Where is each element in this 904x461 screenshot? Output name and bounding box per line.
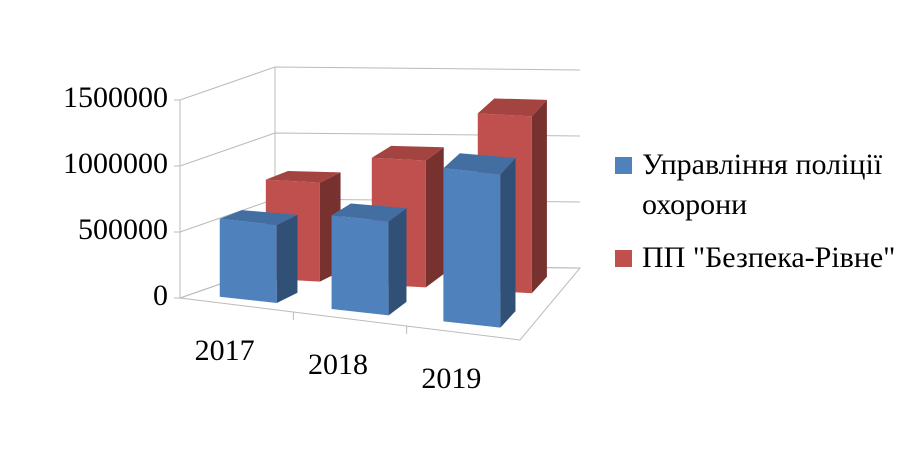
grid-line <box>179 66 581 101</box>
bar-top <box>265 170 341 183</box>
bar <box>443 153 516 328</box>
legend-swatch <box>615 157 632 174</box>
legend-item: Управління поліції охорони <box>615 145 900 225</box>
legend-label: Управління поліції охорони <box>642 148 883 221</box>
x-tick-label: 2018 <box>308 348 368 381</box>
legend-swatch <box>615 250 632 267</box>
x-tick-label: 2017 <box>195 334 255 367</box>
y-tick-label: 1000000 <box>63 147 168 180</box>
bar-top <box>443 153 516 175</box>
bar <box>219 210 298 304</box>
bar-side <box>531 99 547 294</box>
y-tick-label: 0 <box>153 279 168 312</box>
bar-top <box>477 98 547 117</box>
bar-front <box>443 168 501 328</box>
bar <box>331 203 407 316</box>
y-tick-label: 1500000 <box>63 81 168 114</box>
bar-side <box>500 157 516 328</box>
legend-label: ПП "Безпека-Рівне" <box>642 241 896 274</box>
bar-side <box>276 214 298 304</box>
bar-front <box>219 218 277 304</box>
bar-side <box>388 208 407 316</box>
bar-front <box>331 215 389 316</box>
legend-item: ПП "Безпека-Рівне" <box>615 238 900 278</box>
bar-side <box>425 147 444 288</box>
x-tick-label: 2019 <box>421 362 481 395</box>
bar-top <box>331 203 407 222</box>
y-tick-label: 500000 <box>78 213 168 246</box>
bar-top <box>371 145 444 161</box>
bar-top <box>219 210 298 226</box>
